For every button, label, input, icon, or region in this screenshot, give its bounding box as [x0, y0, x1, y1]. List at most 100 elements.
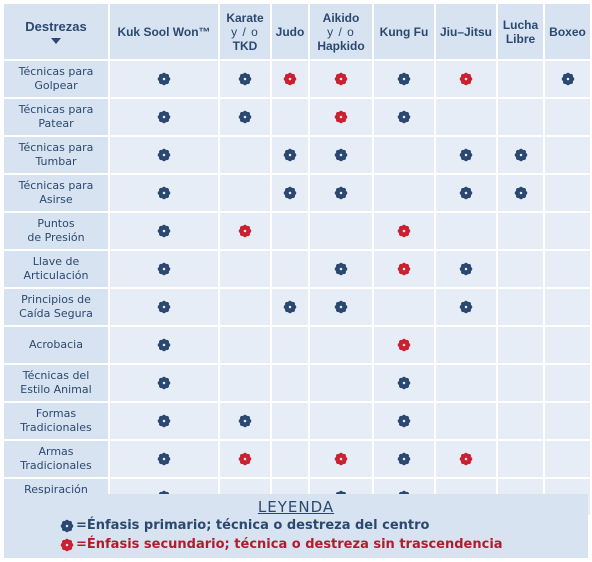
table-cell — [272, 61, 308, 97]
caret-down-icon — [51, 37, 61, 44]
table-cell — [110, 137, 218, 173]
row-label: Técnicas para Tumbar — [4, 137, 108, 173]
table-cell — [220, 61, 270, 97]
primary-mark-icon — [397, 111, 411, 124]
row-label: Técnicas para Asirse — [4, 175, 108, 211]
table-cell — [498, 251, 543, 287]
table-cell — [436, 99, 496, 135]
table-cell — [272, 175, 308, 211]
secondary-mark-icon — [459, 73, 473, 86]
table-cell — [545, 403, 590, 439]
table-cell — [110, 403, 218, 439]
skills-table: Destrezas Kuk Sool Won™ Karate y / o TKD… — [2, 2, 592, 517]
legend-secondary: =Énfasis secundario; técnica o destreza … — [60, 537, 503, 552]
primary-mark-icon — [157, 73, 171, 86]
table-cell — [220, 251, 270, 287]
row-label: Principios de Caída Segura — [4, 289, 108, 325]
row-label: Técnicas del Estilo Animal — [4, 365, 108, 401]
table-body: Técnicas para Golpear Técnicas para Patear T… — [4, 61, 590, 515]
primary-mark-icon — [459, 263, 473, 276]
primary-mark-icon — [283, 301, 297, 314]
primary-mark-icon — [238, 73, 252, 86]
table-cell — [272, 441, 308, 477]
secondary-mark-icon — [334, 73, 348, 86]
table-row: Puntos de Presión — [4, 213, 590, 249]
col-header-skills[interactable]: Destrezas — [4, 4, 108, 59]
table-cell — [374, 403, 434, 439]
table-cell — [436, 175, 496, 211]
table-cell — [110, 251, 218, 287]
primary-mark-icon — [283, 149, 297, 162]
secondary-mark-icon — [60, 538, 74, 551]
table-cell — [498, 213, 543, 249]
primary-mark-icon — [157, 225, 171, 238]
primary-mark-icon — [397, 73, 411, 86]
table-row: Técnicas para Golpear — [4, 61, 590, 97]
primary-mark-icon — [334, 187, 348, 200]
secondary-mark-icon — [334, 453, 348, 466]
row-label: Técnicas para Patear — [4, 99, 108, 135]
table-cell — [220, 441, 270, 477]
table-cell — [436, 403, 496, 439]
table-cell — [545, 365, 590, 401]
table-cell — [220, 99, 270, 135]
table-cell — [545, 213, 590, 249]
col-header-karate: Karate y / o TKD — [220, 4, 270, 59]
table-cell — [498, 137, 543, 173]
table-cell — [545, 441, 590, 477]
primary-mark-icon — [157, 187, 171, 200]
table-row: Técnicas para Asirse — [4, 175, 590, 211]
table-cell — [310, 403, 372, 439]
table-cell — [374, 251, 434, 287]
table-row: Técnicas para Tumbar — [4, 137, 590, 173]
table-cell — [436, 289, 496, 325]
table-cell — [374, 61, 434, 97]
table-cell — [498, 441, 543, 477]
col-header-jiu-jitsu: Jiu–Jitsu — [436, 4, 496, 59]
table-cell — [310, 61, 372, 97]
table-cell — [498, 403, 543, 439]
col-header-skills-label: Destrezas — [25, 18, 87, 34]
table-row: Llave de Articulación — [4, 251, 590, 287]
secondary-mark-icon — [397, 263, 411, 276]
primary-mark-icon — [397, 377, 411, 390]
table-cell — [310, 289, 372, 325]
primary-mark-icon — [157, 377, 171, 390]
table-cell — [272, 213, 308, 249]
table-cell — [220, 403, 270, 439]
table-cell — [310, 441, 372, 477]
table-cell — [310, 99, 372, 135]
primary-mark-icon — [238, 111, 252, 124]
legend: LEYENDA =Énfasis primario; técnica o des… — [4, 494, 588, 558]
table-cell — [374, 441, 434, 477]
primary-mark-icon — [459, 187, 473, 200]
table-cell — [498, 175, 543, 211]
col-header-judo: Judo — [272, 4, 308, 59]
primary-mark-icon — [157, 263, 171, 276]
col-header-kung-fu: Kung Fu — [374, 4, 434, 59]
table-cell — [498, 61, 543, 97]
table-cell — [220, 327, 270, 363]
primary-mark-icon — [334, 263, 348, 276]
table-cell — [110, 289, 218, 325]
table-cell — [436, 61, 496, 97]
primary-mark-icon — [459, 301, 473, 314]
row-label: Llave de Articulación — [4, 251, 108, 287]
table-cell — [310, 213, 372, 249]
table-cell — [374, 213, 434, 249]
secondary-mark-icon — [459, 453, 473, 466]
table-cell — [110, 213, 218, 249]
primary-mark-icon — [157, 453, 171, 466]
row-label: Formas Tradicionales — [4, 403, 108, 439]
table-row: Acrobacia — [4, 327, 590, 363]
primary-mark-icon — [514, 149, 527, 162]
secondary-mark-icon — [238, 453, 252, 466]
header-row: Destrezas Kuk Sool Won™ Karate y / o TKD… — [4, 4, 590, 59]
secondary-mark-icon — [397, 339, 411, 352]
table-cell — [374, 99, 434, 135]
col-header-lucha-libre: Lucha Libre — [498, 4, 543, 59]
table-cell — [310, 137, 372, 173]
primary-mark-icon — [157, 149, 171, 162]
table-cell — [110, 441, 218, 477]
table-cell — [310, 251, 372, 287]
